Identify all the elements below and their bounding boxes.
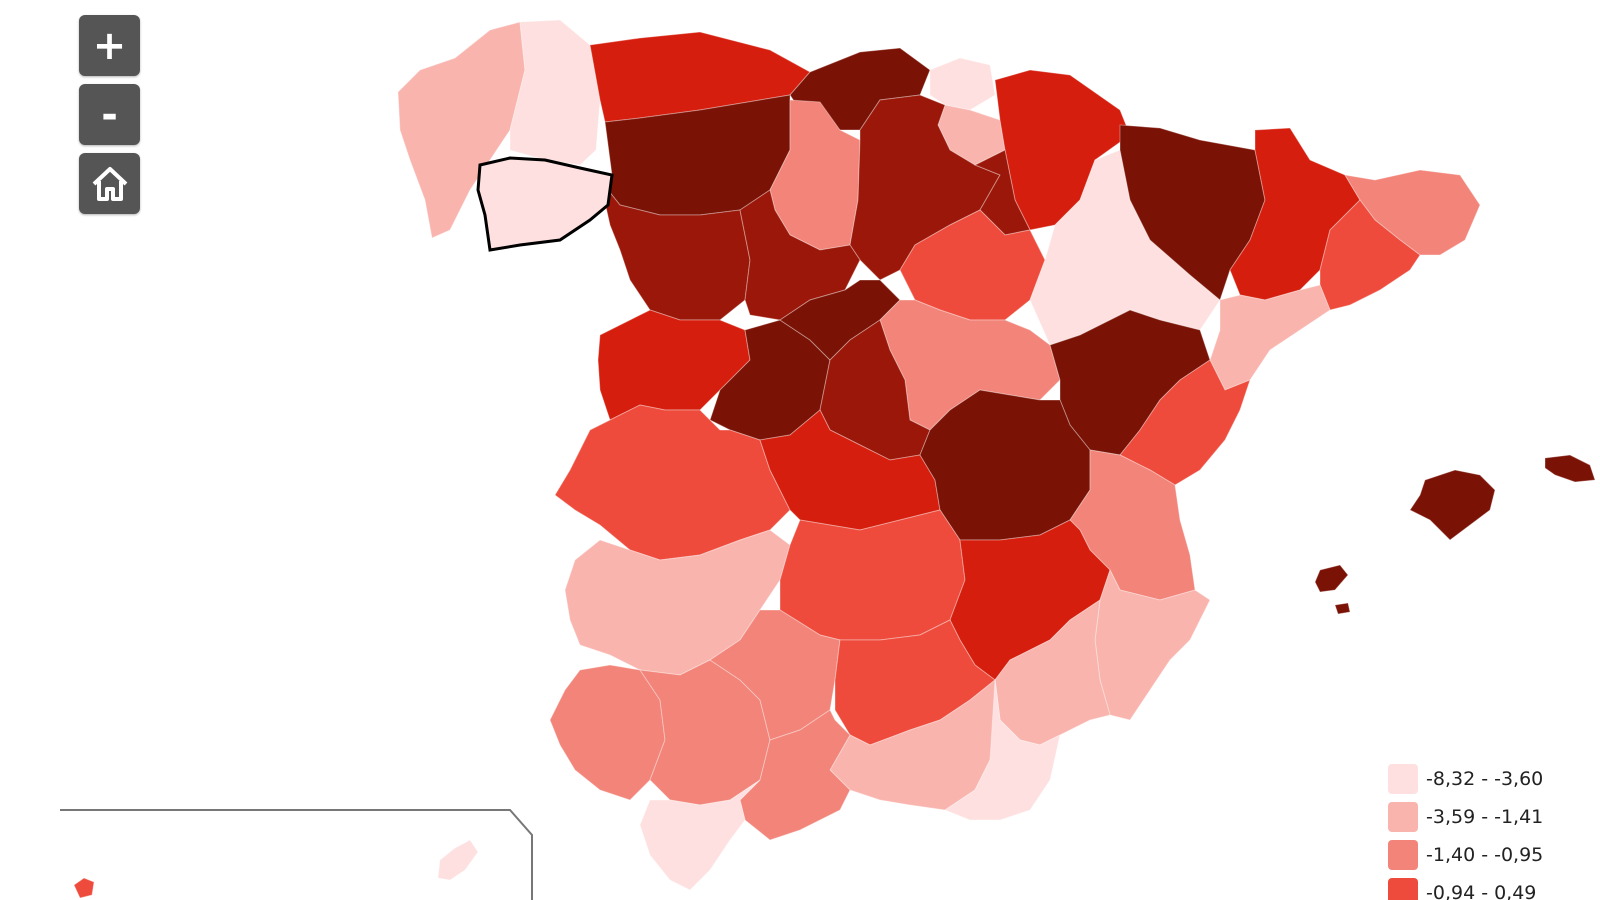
region-ibiza[interactable] — [1314, 564, 1349, 593]
legend-label: -8,32 - -3,60 — [1426, 768, 1544, 790]
minus-icon: - — [101, 91, 118, 138]
region-a-coruna[interactable] — [397, 21, 526, 239]
region-alicante[interactable] — [1094, 568, 1211, 721]
region-barcelona[interactable] — [1319, 199, 1421, 311]
region-cadiz[interactable] — [639, 779, 761, 891]
region-huelva[interactable] — [549, 664, 666, 801]
home-icon — [92, 166, 127, 201]
legend-label: -3,59 - -1,41 — [1426, 806, 1544, 828]
legend-swatch — [1388, 840, 1418, 870]
canary-islands-inset-frame — [60, 809, 533, 900]
region-valladolid[interactable] — [739, 189, 861, 321]
zoom-out-button[interactable]: - — [79, 84, 140, 145]
region-lugo[interactable] — [509, 19, 601, 166]
map-controls: + - — [79, 15, 140, 222]
zoom-in-button[interactable]: + — [79, 15, 140, 76]
region-tarragona[interactable] — [1209, 284, 1331, 391]
home-button[interactable] — [79, 153, 140, 214]
region-canary-island-east[interactable] — [437, 839, 479, 881]
legend-label: -0,94 - 0,49 — [1426, 882, 1537, 900]
map-legend: -8,32 - -3,60 -3,59 - -1,41 -1,40 - -0,95 -… — [1388, 760, 1543, 900]
legend-label: -1,40 - -0,95 — [1426, 844, 1544, 866]
region-formentera[interactable] — [1334, 602, 1351, 615]
region-castellon[interactable] — [1119, 359, 1251, 486]
legend-item: -0,94 - 0,49 — [1388, 874, 1543, 900]
legend-swatch — [1388, 802, 1418, 832]
region-ciudad-real[interactable] — [779, 509, 966, 641]
region-menorca[interactable] — [1544, 454, 1596, 483]
region-zamora[interactable] — [599, 179, 751, 321]
plus-icon: + — [92, 22, 127, 69]
region-canary-island-west[interactable] — [73, 877, 95, 899]
region-zaragoza[interactable] — [1029, 149, 1221, 346]
region-mallorca[interactable] — [1409, 469, 1496, 541]
region-ourense[interactable] — [476, 156, 614, 252]
region-caceres[interactable] — [554, 404, 791, 561]
legend-swatch — [1388, 878, 1418, 900]
legend-item: -8,32 - -3,60 — [1388, 760, 1543, 798]
region-almeria[interactable] — [943, 679, 1061, 821]
region-bizkaia[interactable] — [929, 57, 996, 111]
legend-item: -3,59 - -1,41 — [1388, 798, 1543, 836]
legend-swatch — [1388, 764, 1418, 794]
region-malaga[interactable] — [739, 709, 851, 841]
legend-item: -1,40 - -0,95 — [1388, 836, 1543, 874]
